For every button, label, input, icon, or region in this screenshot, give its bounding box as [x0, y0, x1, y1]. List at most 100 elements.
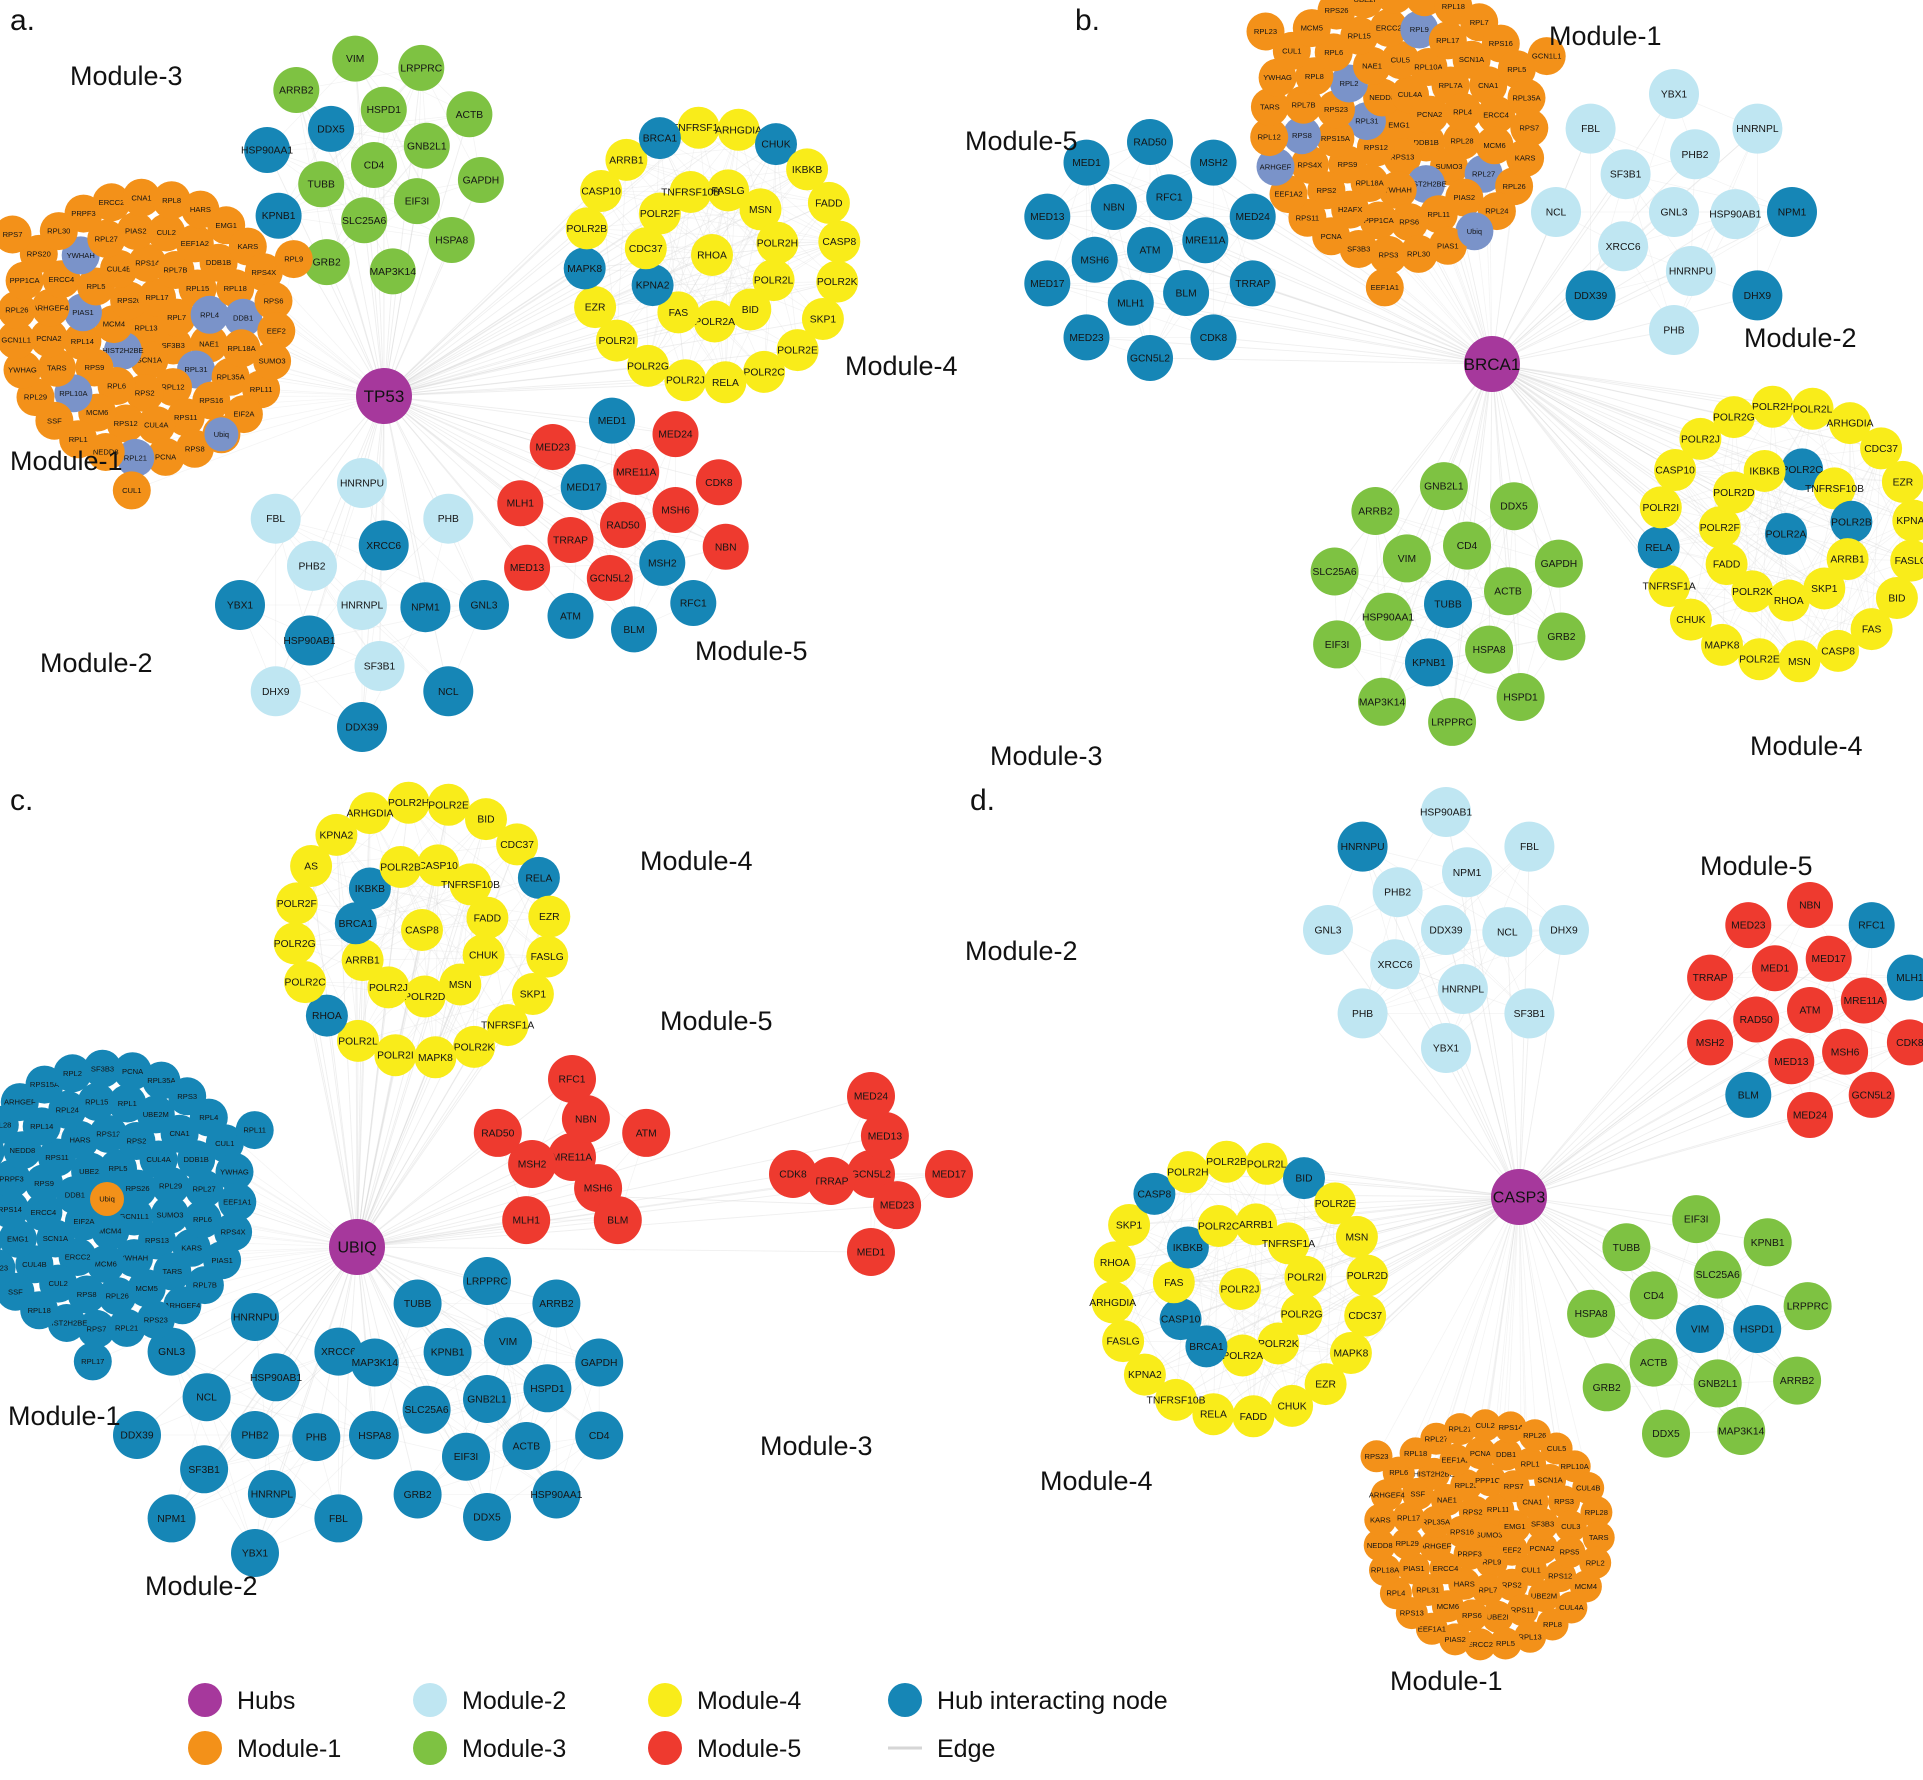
svg-text:MSN: MSN — [749, 205, 772, 216]
svg-text:RPL23: RPL23 — [0, 1264, 8, 1273]
svg-text:HSP90AA1: HSP90AA1 — [241, 146, 293, 157]
svg-text:HNRNPL: HNRNPL — [1442, 985, 1485, 996]
svg-text:CUL5: CUL5 — [1391, 56, 1410, 65]
svg-text:ERCC2: ERCC2 — [99, 198, 125, 207]
svg-text:POLR2J: POLR2J — [1221, 1285, 1260, 1296]
svg-text:MED23: MED23 — [536, 443, 571, 454]
svg-text:RFC1: RFC1 — [680, 599, 707, 610]
svg-text:RPS2: RPS2 — [1316, 186, 1336, 195]
svg-text:ERCC2: ERCC2 — [65, 1253, 91, 1262]
svg-text:TARS: TARS — [1589, 1533, 1609, 1542]
svg-text:Hubs: Hubs — [237, 1687, 295, 1715]
svg-text:YBX1: YBX1 — [242, 1549, 269, 1560]
svg-text:POLR2H: POLR2H — [388, 798, 429, 809]
svg-text:RPL31: RPL31 — [1416, 1586, 1439, 1595]
svg-text:PPP1CA: PPP1CA — [10, 276, 41, 285]
svg-text:RPL7B: RPL7B — [1291, 100, 1315, 109]
svg-text:MED23: MED23 — [880, 1201, 915, 1212]
svg-text:POLR2F: POLR2F — [1700, 523, 1740, 534]
svg-text:XRCC6: XRCC6 — [321, 1347, 356, 1358]
svg-text:SSF: SSF — [1410, 1490, 1425, 1499]
svg-text:PCNA: PCNA — [1470, 1449, 1492, 1458]
svg-text:RPL11: RPL11 — [1427, 210, 1450, 219]
svg-text:LRPPRC: LRPPRC — [466, 1277, 508, 1288]
svg-text:UBE2I: UBE2I — [1354, 0, 1376, 4]
svg-text:KARS: KARS — [1370, 1515, 1391, 1524]
svg-text:NCL: NCL — [196, 1393, 217, 1404]
svg-text:HSPD1: HSPD1 — [1740, 1325, 1775, 1336]
svg-text:MED13: MED13 — [868, 1131, 903, 1142]
svg-text:CDK8: CDK8 — [705, 478, 733, 489]
svg-text:EMG1: EMG1 — [1504, 1522, 1526, 1531]
svg-text:RPL5: RPL5 — [1496, 1639, 1515, 1648]
svg-text:HSPA8: HSPA8 — [1575, 1309, 1608, 1320]
svg-text:Module-2: Module-2 — [965, 936, 1078, 966]
svg-text:RPL7B: RPL7B — [163, 266, 187, 275]
svg-text:RHOA: RHOA — [1774, 596, 1804, 607]
svg-text:RPL7: RPL7 — [1478, 1585, 1497, 1594]
svg-text:MED23: MED23 — [1069, 333, 1104, 344]
svg-text:PHB: PHB — [1352, 1009, 1373, 1020]
svg-text:MLH1: MLH1 — [1896, 973, 1923, 984]
svg-text:EZR: EZR — [1315, 1380, 1336, 1391]
svg-text:ERCC2: ERCC2 — [1467, 1640, 1493, 1649]
svg-text:SF3B1: SF3B1 — [1514, 1009, 1546, 1020]
svg-text:FBL: FBL — [329, 1514, 348, 1525]
svg-text:MRE11A: MRE11A — [616, 468, 657, 479]
svg-text:POLR2K: POLR2K — [817, 277, 858, 288]
svg-text:RPS2: RPS2 — [135, 389, 155, 398]
svg-text:HSP90AA1: HSP90AA1 — [1362, 612, 1414, 623]
svg-text:GCN1L1: GCN1L1 — [1, 336, 31, 345]
svg-text:RPS16: RPS16 — [1450, 1527, 1474, 1536]
svg-text:MSH6: MSH6 — [1831, 1047, 1860, 1058]
svg-text:SF3B1: SF3B1 — [1610, 170, 1642, 181]
svg-text:RPL7A: RPL7A — [1439, 81, 1464, 90]
svg-text:RPL9: RPL9 — [1482, 1558, 1501, 1567]
svg-text:EIF2A: EIF2A — [233, 410, 255, 419]
svg-text:SF3B3: SF3B3 — [162, 341, 185, 350]
svg-text:MCM6: MCM6 — [95, 1260, 117, 1269]
svg-text:HSPD1: HSPD1 — [530, 1384, 565, 1395]
svg-text:ARRB1: ARRB1 — [1239, 1220, 1274, 1231]
svg-text:RPL35A: RPL35A — [147, 1076, 176, 1085]
svg-text:LRPPRC: LRPPRC — [400, 63, 442, 74]
svg-text:RHOA: RHOA — [1100, 1258, 1130, 1269]
svg-text:POLR2J: POLR2J — [1681, 434, 1720, 445]
svg-text:ARHGDIA: ARHGDIA — [346, 809, 393, 820]
svg-text:CHUK: CHUK — [761, 140, 790, 151]
svg-text:POLR2D: POLR2D — [1347, 1271, 1388, 1282]
svg-text:CD4: CD4 — [364, 161, 385, 172]
svg-text:FADD: FADD — [815, 198, 842, 209]
svg-text:POLR2G: POLR2G — [274, 939, 316, 950]
svg-text:POLR2B: POLR2B — [1831, 517, 1872, 528]
svg-text:PCNA: PCNA — [1321, 232, 1343, 241]
svg-text:RPL10A: RPL10A — [59, 389, 88, 398]
svg-text:RPL29: RPL29 — [1396, 1539, 1419, 1548]
svg-text:CHUK: CHUK — [1278, 1401, 1307, 1412]
svg-text:CUL1: CUL1 — [122, 486, 141, 495]
svg-text:POLR2B: POLR2B — [566, 224, 607, 235]
svg-text:DDX39: DDX39 — [1429, 926, 1462, 937]
svg-text:AS: AS — [304, 862, 318, 873]
svg-text:GNL3: GNL3 — [471, 601, 498, 612]
svg-text:CDC37: CDC37 — [1864, 444, 1898, 455]
svg-text:YWHAH: YWHAH — [67, 251, 95, 260]
svg-text:RAD50: RAD50 — [481, 1128, 514, 1139]
svg-text:CNA1: CNA1 — [131, 193, 151, 202]
svg-text:PHB: PHB — [1663, 326, 1684, 337]
svg-text:POLR2G: POLR2G — [1281, 1310, 1323, 1321]
svg-text:ACTB: ACTB — [1494, 587, 1522, 598]
svg-text:HSPD1: HSPD1 — [367, 105, 402, 116]
svg-text:RPL5: RPL5 — [1507, 65, 1526, 74]
svg-text:ARRB2: ARRB2 — [279, 86, 314, 97]
svg-text:GCN5L2: GCN5L2 — [1130, 354, 1170, 365]
svg-text:Module-2: Module-2 — [145, 1571, 258, 1601]
svg-text:ACTB: ACTB — [456, 110, 484, 121]
svg-text:RPS9: RPS9 — [34, 1179, 54, 1188]
svg-text:ARRB1: ARRB1 — [1830, 555, 1865, 566]
svg-text:SF3B1: SF3B1 — [188, 1465, 220, 1476]
svg-text:GNB2L1: GNB2L1 — [467, 1395, 507, 1406]
svg-text:SCN1A: SCN1A — [43, 1234, 69, 1243]
svg-text:GAPDH: GAPDH — [581, 1358, 618, 1369]
svg-text:SF3B3: SF3B3 — [1531, 1520, 1554, 1529]
